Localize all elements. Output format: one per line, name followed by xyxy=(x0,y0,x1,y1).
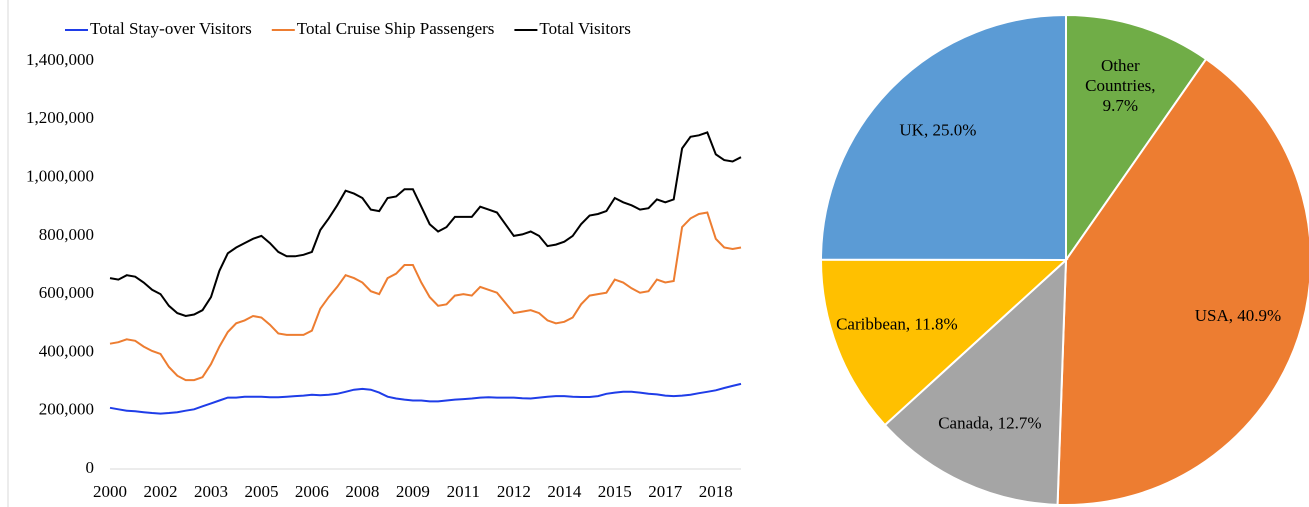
slice-label-line: Other xyxy=(1101,56,1140,75)
slice-label: UK, 25.0% xyxy=(899,121,976,140)
legend-label: Total Visitors xyxy=(539,19,630,38)
x-tick-label: 2012 xyxy=(497,482,531,501)
pie-slice xyxy=(883,257,1068,506)
pie-slice xyxy=(819,13,1067,262)
y-tick-label: 1,400,000 xyxy=(26,50,94,69)
y-tick-label: 0 xyxy=(86,458,95,477)
pie-slice xyxy=(1065,13,1208,264)
slice-label: USA, 40.9% xyxy=(1195,306,1281,325)
slice-label: Canada, 12.7% xyxy=(938,413,1041,432)
slice-label: Caribbean, 11.8% xyxy=(836,314,958,333)
y-tick-label: 1,200,000 xyxy=(26,108,94,127)
x-tick-label: 2003 xyxy=(194,482,228,501)
line-series xyxy=(109,382,742,415)
y-tick-label: 1,000,000 xyxy=(26,166,94,185)
x-tick-label: 2000 xyxy=(93,482,127,501)
x-tick-label: 2002 xyxy=(143,482,177,501)
x-tick-label: 2011 xyxy=(447,482,480,501)
x-tick-label: 2009 xyxy=(396,482,430,501)
x-tick-label: 2005 xyxy=(244,482,278,501)
x-tick-label: 2014 xyxy=(547,482,582,501)
y-tick-label: 800,000 xyxy=(39,225,94,244)
y-tick-label: 600,000 xyxy=(39,283,94,302)
y-tick-label: 400,000 xyxy=(39,341,94,360)
pie-slice xyxy=(1056,57,1309,506)
x-tick-label: 2008 xyxy=(345,482,379,501)
y-tick-label: 200,000 xyxy=(39,400,94,419)
line-series xyxy=(109,131,742,318)
x-tick-label: 2015 xyxy=(598,482,632,501)
pie-slice xyxy=(819,258,1069,427)
line-series xyxy=(109,211,742,382)
x-tick-label: 2006 xyxy=(295,482,329,501)
slice-label-line: 9.7% xyxy=(1103,96,1138,115)
slice-label: Other Countries, 9.7% xyxy=(1085,56,1155,115)
legend-label: Total Cruise Ship Passengers xyxy=(297,19,495,38)
legend-label: Total Stay-over Visitors xyxy=(90,19,252,38)
x-tick-label: 2017 xyxy=(648,482,683,501)
slice-label-line: Countries, xyxy=(1085,76,1155,95)
x-tick-label: 2018 xyxy=(699,482,733,501)
